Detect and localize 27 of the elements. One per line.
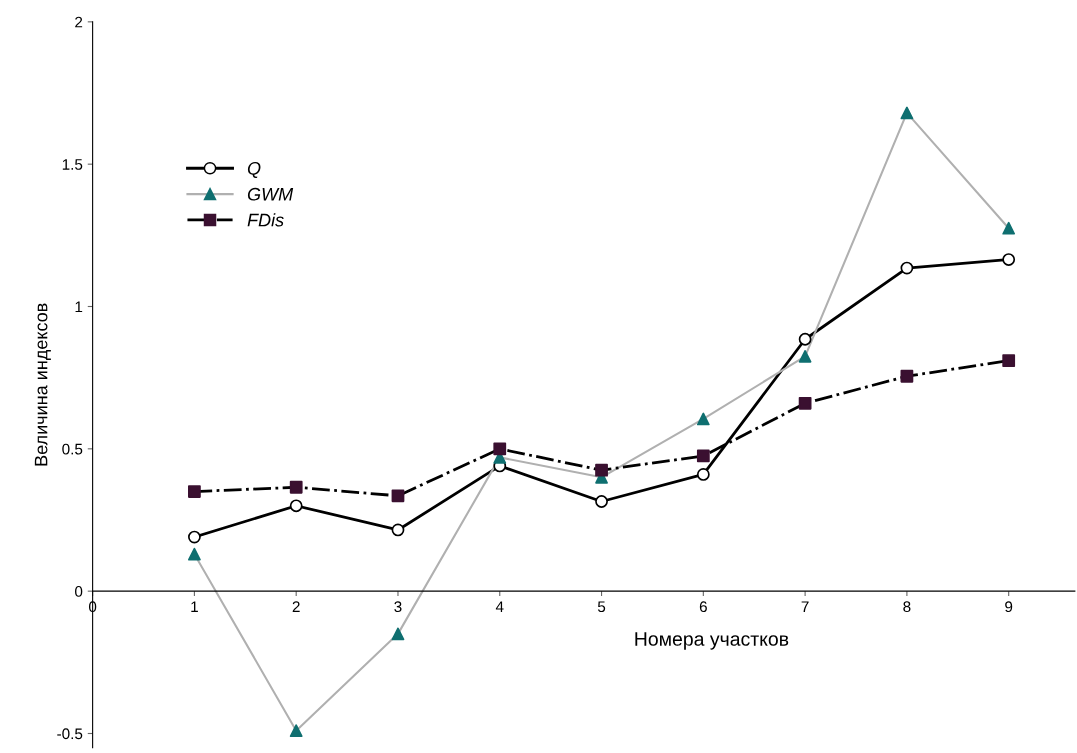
x-tick-label: 1 [191,601,198,612]
y-tick-label: 0 [75,586,83,597]
x-tick-label: 5 [597,601,606,613]
x-tick-label: 4 [495,601,504,612]
point [289,724,303,738]
point [391,627,405,641]
legend-label: GWM [247,187,294,201]
y-tick-label: 1.5 [62,159,83,170]
point [900,106,914,120]
x-tick-label: 9 [1005,601,1013,613]
y-tick-label: 1 [75,301,83,313]
y-tick-label: 0.5 [62,443,83,455]
x-tick-label: 6 [699,601,707,613]
point [798,349,812,363]
x-axis-title: Номера участков [635,632,789,650]
legend-label: Q [247,161,261,178]
point [188,547,201,561]
x-tick-label: 2 [292,601,300,612]
y-tick-label: 2 [75,16,83,28]
x-tick-label: 3 [394,601,402,613]
y-tick-label: -0.5 [57,728,83,740]
point [1002,221,1016,235]
point [696,412,710,426]
x-tick-label: 8 [903,601,911,613]
x-tick-label: 7 [801,601,809,612]
legend-label: FDis [247,213,284,227]
y-axis-title: Величина индексов [34,303,51,466]
